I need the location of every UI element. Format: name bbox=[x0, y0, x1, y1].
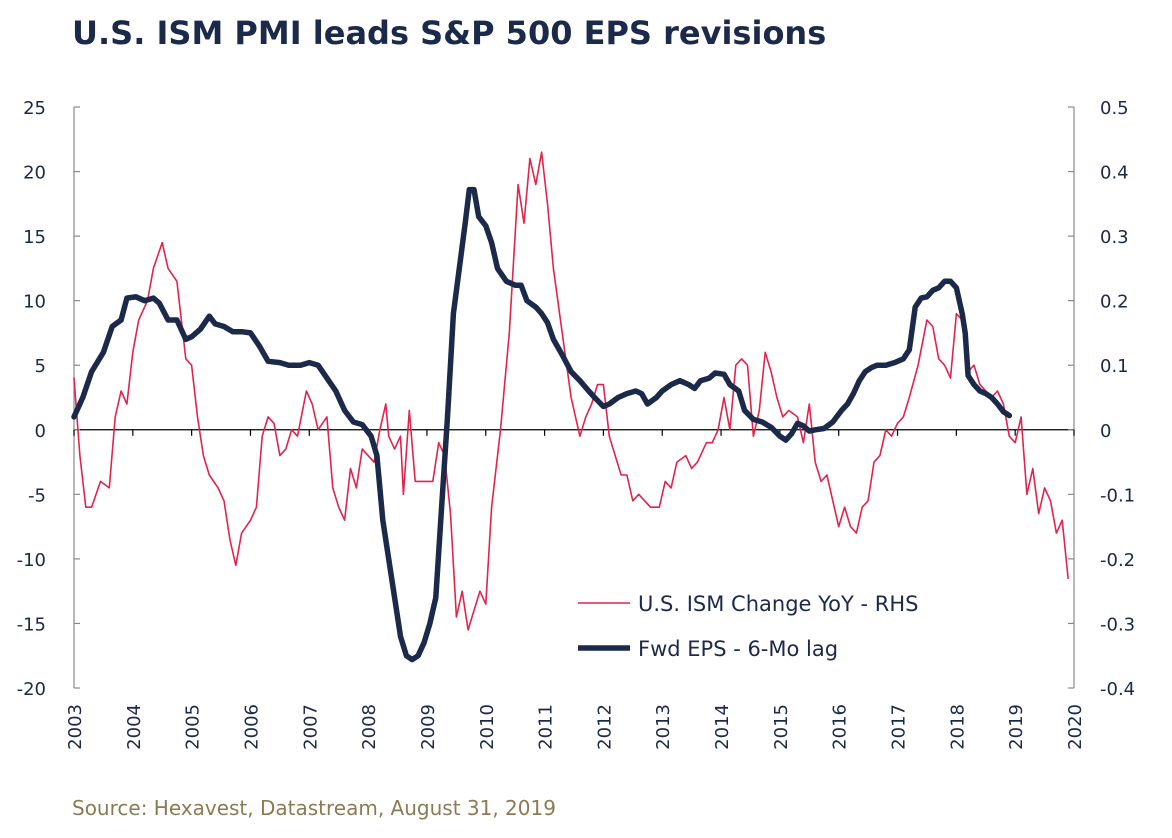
x-tick-label: 2003 bbox=[65, 704, 86, 750]
x-tick-label: 2010 bbox=[477, 704, 498, 750]
left-tick-label: 10 bbox=[23, 292, 46, 313]
right-tick-label: 0.3 bbox=[1100, 227, 1129, 248]
right-tick-label: -0.3 bbox=[1100, 614, 1135, 635]
right-tick-label: 0.5 bbox=[1100, 98, 1129, 119]
chart-title: U.S. ISM PMI leads S&P 500 EPS revisions bbox=[72, 14, 827, 52]
left-tick-label: 0 bbox=[35, 421, 46, 442]
source-note: Source: Hexavest, Datastream, August 31,… bbox=[72, 796, 556, 820]
x-tick-label: 2017 bbox=[889, 704, 910, 750]
right-tick-label: 0.4 bbox=[1100, 163, 1129, 184]
right-tick-label: -0.1 bbox=[1100, 485, 1135, 506]
left-tick-label: -15 bbox=[17, 614, 46, 635]
legend-label-ism: U.S. ISM Change YoY - RHS bbox=[638, 592, 918, 616]
x-tick-label: 2013 bbox=[653, 704, 674, 750]
left-tick-label: -10 bbox=[17, 550, 46, 571]
left-tick-label: -5 bbox=[28, 485, 46, 506]
x-tick-label: 2012 bbox=[594, 704, 615, 750]
left-tick-label: 25 bbox=[23, 98, 46, 119]
left-tick-label: 20 bbox=[23, 163, 46, 184]
left-tick-label: 15 bbox=[23, 227, 46, 248]
series-line-fwd-eps bbox=[71, 186, 1013, 663]
axes: 2520151050-5-10-15-200.50.40.30.20.10-0.… bbox=[17, 98, 1136, 750]
legend-label-eps: Fwd EPS - 6-Mo lag bbox=[638, 637, 838, 661]
right-tick-label: 0.1 bbox=[1100, 356, 1129, 377]
x-tick-label: 2008 bbox=[359, 704, 380, 750]
series-line-ism-change bbox=[73, 151, 1069, 631]
series-layer bbox=[71, 151, 1069, 663]
x-tick-label: 2015 bbox=[771, 704, 792, 750]
left-tick-label: 5 bbox=[35, 356, 46, 377]
x-tick-label: 2011 bbox=[536, 704, 557, 750]
right-tick-label: -0.2 bbox=[1100, 550, 1135, 571]
right-tick-label: -0.4 bbox=[1100, 679, 1135, 700]
right-tick-label: 0 bbox=[1100, 421, 1111, 442]
x-tick-label: 2018 bbox=[947, 704, 968, 750]
x-tick-label: 2014 bbox=[712, 704, 733, 750]
legend: U.S. ISM Change YoY - RHS Fwd EPS - 6-Mo… bbox=[578, 592, 918, 661]
x-tick-label: 2005 bbox=[183, 704, 204, 750]
x-tick-label: 2006 bbox=[241, 704, 262, 750]
right-tick-label: 0.2 bbox=[1100, 292, 1129, 313]
x-tick-label: 2020 bbox=[1065, 704, 1086, 750]
x-tick-label: 2007 bbox=[300, 704, 321, 750]
x-tick-label: 2019 bbox=[1006, 704, 1027, 750]
x-tick-label: 2016 bbox=[830, 704, 851, 750]
x-tick-label: 2004 bbox=[124, 704, 145, 750]
left-tick-label: -20 bbox=[17, 679, 46, 700]
x-tick-label: 2009 bbox=[418, 704, 439, 750]
